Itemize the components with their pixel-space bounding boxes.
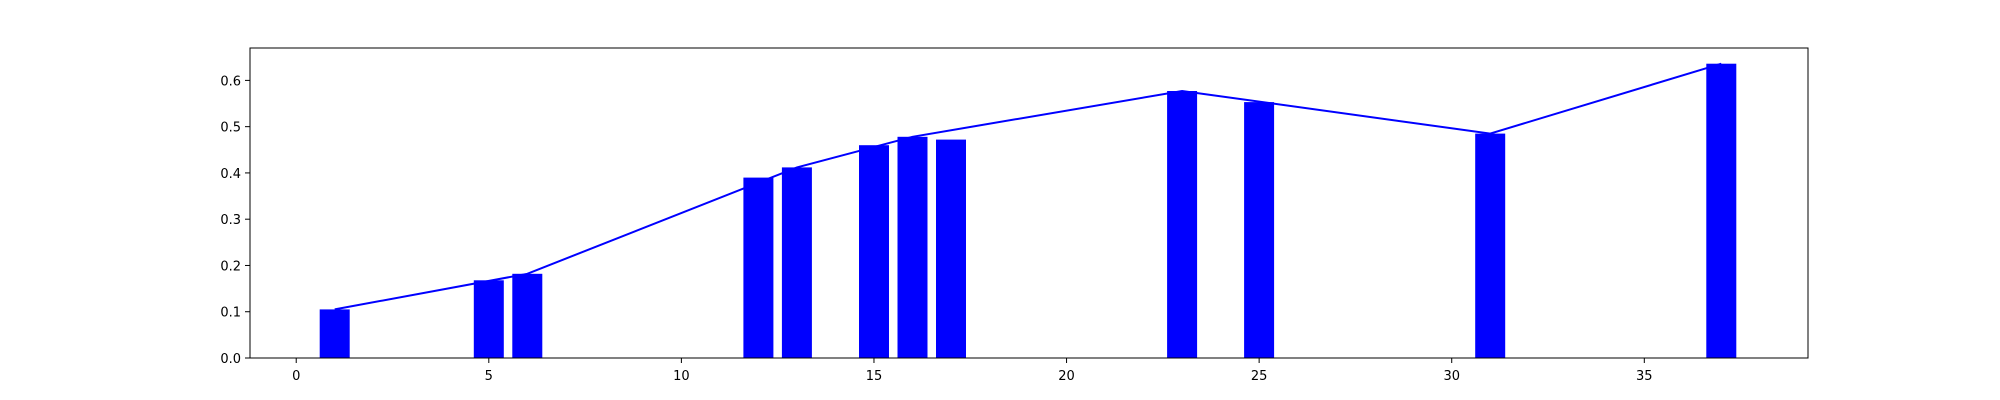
x-tick-label: 5	[485, 369, 493, 384]
x-tick-label: 30	[1443, 369, 1460, 384]
y-tick-label: 0.1	[220, 306, 241, 321]
x-tick-label: 10	[673, 369, 690, 384]
y-tick-label: 0.6	[220, 74, 241, 89]
x-tick-label: 25	[1251, 369, 1268, 384]
x-axis: 0 5 10 15 20 25 30 35	[292, 358, 1653, 384]
bar-1	[319, 309, 350, 358]
trend-line	[334, 62, 1722, 311]
bar-10	[1244, 102, 1275, 358]
y-tick-label: 0.4	[220, 167, 241, 182]
bar-12	[1706, 63, 1737, 358]
y-tick-label: 0.3	[220, 213, 241, 228]
y-tick-label: 0.2	[220, 259, 241, 274]
x-tick-label: 35	[1636, 369, 1653, 384]
y-tick-label: 0.5	[220, 121, 241, 136]
x-tick-label: 0	[292, 369, 300, 384]
bar-5	[781, 167, 812, 358]
bar-6	[859, 145, 889, 358]
x-tick-label: 20	[1058, 369, 1075, 384]
bar-9	[1167, 91, 1198, 358]
bar-2	[473, 280, 504, 358]
bar-series	[319, 63, 1737, 358]
plot-area-frame	[249, 47, 1809, 359]
bar-4	[743, 177, 774, 358]
bar-11	[1475, 133, 1506, 358]
bar-3	[512, 273, 543, 358]
x-tick-label: 15	[866, 369, 883, 384]
bar-8	[936, 139, 966, 358]
bar-7	[897, 136, 928, 358]
y-axis: 0.0 0.1 0.2 0.3 0.4 0.5 0.6	[220, 74, 250, 367]
y-tick-label: 0.0	[220, 352, 241, 367]
